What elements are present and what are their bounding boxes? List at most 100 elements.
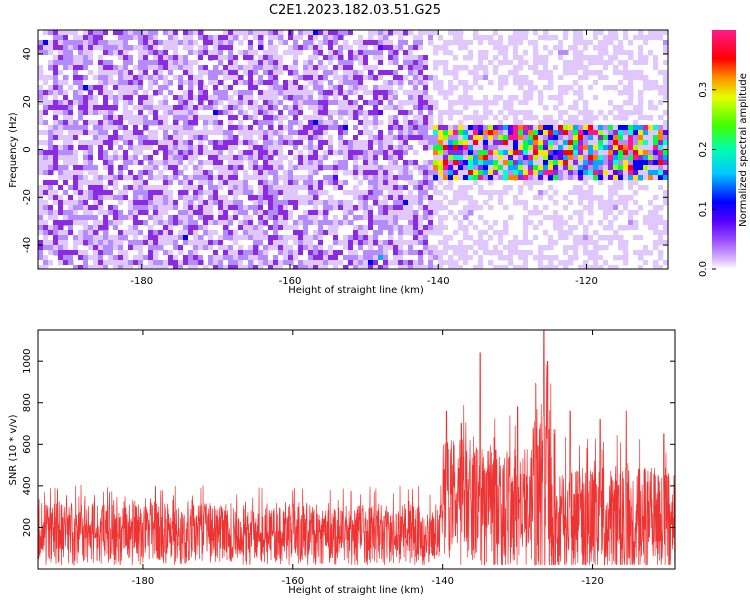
heatmap-cell bbox=[358, 155, 364, 161]
heatmap-cell bbox=[188, 55, 194, 61]
heatmap-cell bbox=[218, 75, 224, 81]
heatmap-cell bbox=[528, 155, 534, 161]
heatmap-cell bbox=[98, 35, 104, 41]
heatmap-cell bbox=[363, 60, 369, 66]
heatmap-cell bbox=[38, 165, 44, 171]
heatmap-cell bbox=[563, 205, 569, 211]
heatmap-cell bbox=[573, 170, 579, 176]
heatmap-cell bbox=[188, 35, 194, 41]
heatmap-cell bbox=[553, 125, 559, 131]
heatmap-cell bbox=[153, 45, 159, 51]
heatmap-cell bbox=[358, 160, 364, 166]
heatmap-cell bbox=[323, 120, 329, 126]
heatmap-cell bbox=[153, 110, 159, 116]
heatmap-cell bbox=[243, 35, 249, 41]
heatmap-cell bbox=[133, 115, 139, 121]
heatmap-cell bbox=[223, 210, 229, 216]
heatmap-cell bbox=[303, 210, 309, 216]
heatmap-cell bbox=[368, 170, 374, 176]
heatmap-cell bbox=[613, 210, 619, 216]
heatmap-cell bbox=[428, 220, 434, 226]
heatmap-cell bbox=[218, 200, 224, 206]
heatmap-cell bbox=[158, 90, 164, 96]
heatmap-cell bbox=[403, 175, 409, 181]
heatmap-cell bbox=[328, 245, 334, 251]
heatmap-cell bbox=[393, 160, 399, 166]
heatmap-cell bbox=[148, 60, 154, 66]
heatmap-cell bbox=[173, 100, 179, 106]
heatmap-cell bbox=[98, 55, 104, 61]
heatmap-cell bbox=[308, 65, 314, 71]
heatmap-cell bbox=[628, 160, 634, 166]
heatmap-cell bbox=[83, 60, 89, 66]
heatmap-cell bbox=[48, 40, 54, 46]
heatmap-cell bbox=[308, 155, 314, 161]
heatmap-cell bbox=[518, 40, 524, 46]
heatmap-cell bbox=[398, 30, 404, 36]
heatmap-cell bbox=[388, 140, 394, 146]
heatmap-cell bbox=[473, 35, 479, 41]
heatmap-cell bbox=[568, 120, 574, 126]
heatmap-cell bbox=[493, 120, 499, 126]
heatmap-cell bbox=[373, 65, 379, 71]
heatmap-cell bbox=[558, 100, 564, 106]
heatmap-cell bbox=[133, 95, 139, 101]
heatmap-cell bbox=[83, 105, 89, 111]
heatmap-cell bbox=[253, 145, 259, 151]
heatmap-cell bbox=[333, 40, 339, 46]
heatmap-cell bbox=[448, 165, 454, 171]
heatmap-cell bbox=[343, 80, 349, 86]
heatmap-cell bbox=[238, 170, 244, 176]
heatmap-cell bbox=[513, 75, 519, 81]
heatmap-cell bbox=[393, 55, 399, 61]
heatmap-cell bbox=[78, 200, 84, 206]
heatmap-cell bbox=[638, 40, 644, 46]
heatmap-cell bbox=[373, 160, 379, 166]
heatmap-cell bbox=[388, 210, 394, 216]
heatmap-cell bbox=[263, 50, 269, 56]
heatmap-cell bbox=[343, 245, 349, 251]
heatmap-cell bbox=[573, 210, 579, 216]
heatmap-cell bbox=[128, 35, 134, 41]
heatmap-cell bbox=[303, 120, 309, 126]
heatmap-cell bbox=[553, 130, 559, 136]
heatmap-cell bbox=[258, 165, 264, 171]
heatmap-cell bbox=[338, 125, 344, 131]
heatmap-cell bbox=[568, 150, 574, 156]
heatmap-cell bbox=[558, 170, 564, 176]
heatmap-cell bbox=[598, 110, 604, 116]
heatmap-cell bbox=[518, 35, 524, 41]
heatmap-cell bbox=[208, 120, 214, 126]
heatmap-cell bbox=[238, 60, 244, 66]
heatmap-cell bbox=[48, 155, 54, 161]
heatmap-cell bbox=[588, 125, 594, 131]
heatmap-cell bbox=[518, 165, 524, 171]
heatmap-cell bbox=[548, 45, 554, 51]
heatmap-cell bbox=[188, 150, 194, 156]
heatmap-cell bbox=[48, 130, 54, 136]
heatmap-cell bbox=[293, 90, 299, 96]
heatmap-cell bbox=[418, 190, 424, 196]
heatmap-cell bbox=[508, 40, 514, 46]
heatmap-cell bbox=[478, 130, 484, 136]
heatmap-cell bbox=[598, 170, 604, 176]
heatmap-cell bbox=[343, 185, 349, 191]
heatmap-cell bbox=[103, 220, 109, 226]
heatmap-cell bbox=[453, 115, 459, 121]
heatmap-cell bbox=[613, 200, 619, 206]
heatmap-cell bbox=[583, 245, 589, 251]
heatmap-cell bbox=[128, 55, 134, 61]
heatmap-cell bbox=[323, 245, 329, 251]
heatmap-cell bbox=[183, 195, 189, 201]
heatmap-cell bbox=[278, 135, 284, 141]
heatmap-cell bbox=[63, 165, 69, 171]
heatmap-cell bbox=[88, 180, 94, 186]
heatmap-cell bbox=[588, 245, 594, 251]
heatmap-cell bbox=[203, 40, 209, 46]
heatmap-cell bbox=[483, 170, 489, 176]
heatmap-cell bbox=[643, 195, 649, 201]
heatmap-cell bbox=[133, 155, 139, 161]
heatmap-cell bbox=[103, 55, 109, 61]
heatmap-cell bbox=[533, 175, 539, 181]
heatmap-cell bbox=[258, 180, 264, 186]
